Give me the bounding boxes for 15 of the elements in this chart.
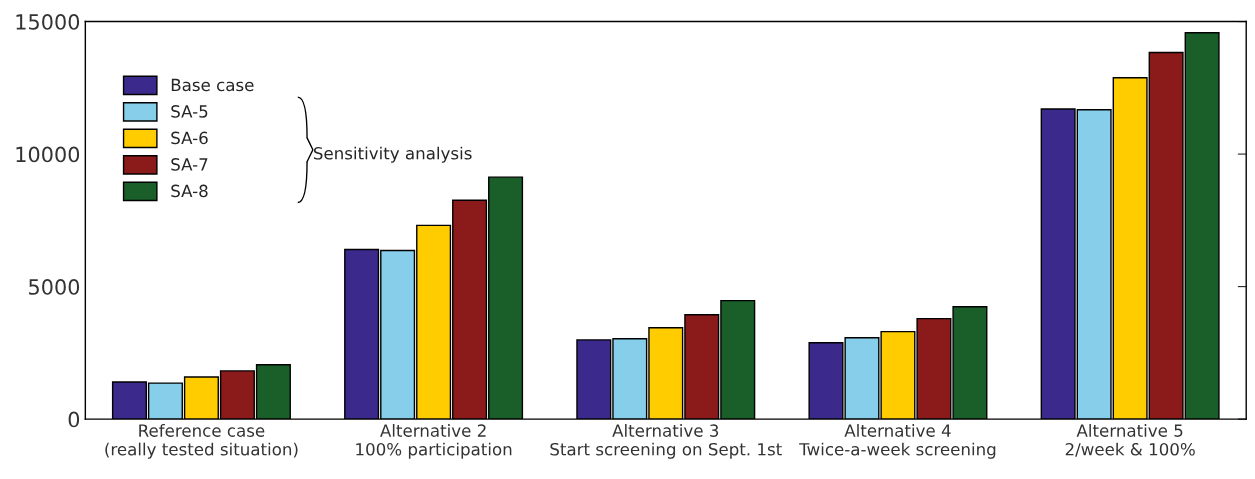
legend-label: SA-6 (171, 131, 208, 145)
x-tick-label: Alternative 2 100% participation (356, 423, 512, 459)
legend-label: SA-7 (171, 158, 208, 171)
y-tick-label: 5000 (29, 279, 80, 295)
legend-label: SA-5 (171, 105, 208, 118)
x-tick-label: Reference case (really tested situation) (105, 423, 298, 459)
y-tick-label: 15000 (16, 14, 80, 30)
legend-label: Base case (171, 78, 254, 92)
x-tick-label: Alternative 5 2/week & 100% (1065, 423, 1195, 457)
y-tick-label: 10000 (16, 146, 80, 163)
x-tick-label: Alternative 3 Start screening on Sept. 1st (550, 423, 782, 459)
x-tick-label: Alternative 4 Twice-a-week screening (799, 423, 996, 459)
annotation: Sensitivity analysis (313, 146, 472, 163)
y-tick-label: 0 (68, 411, 80, 428)
legend-label: SA-8 (171, 184, 208, 198)
